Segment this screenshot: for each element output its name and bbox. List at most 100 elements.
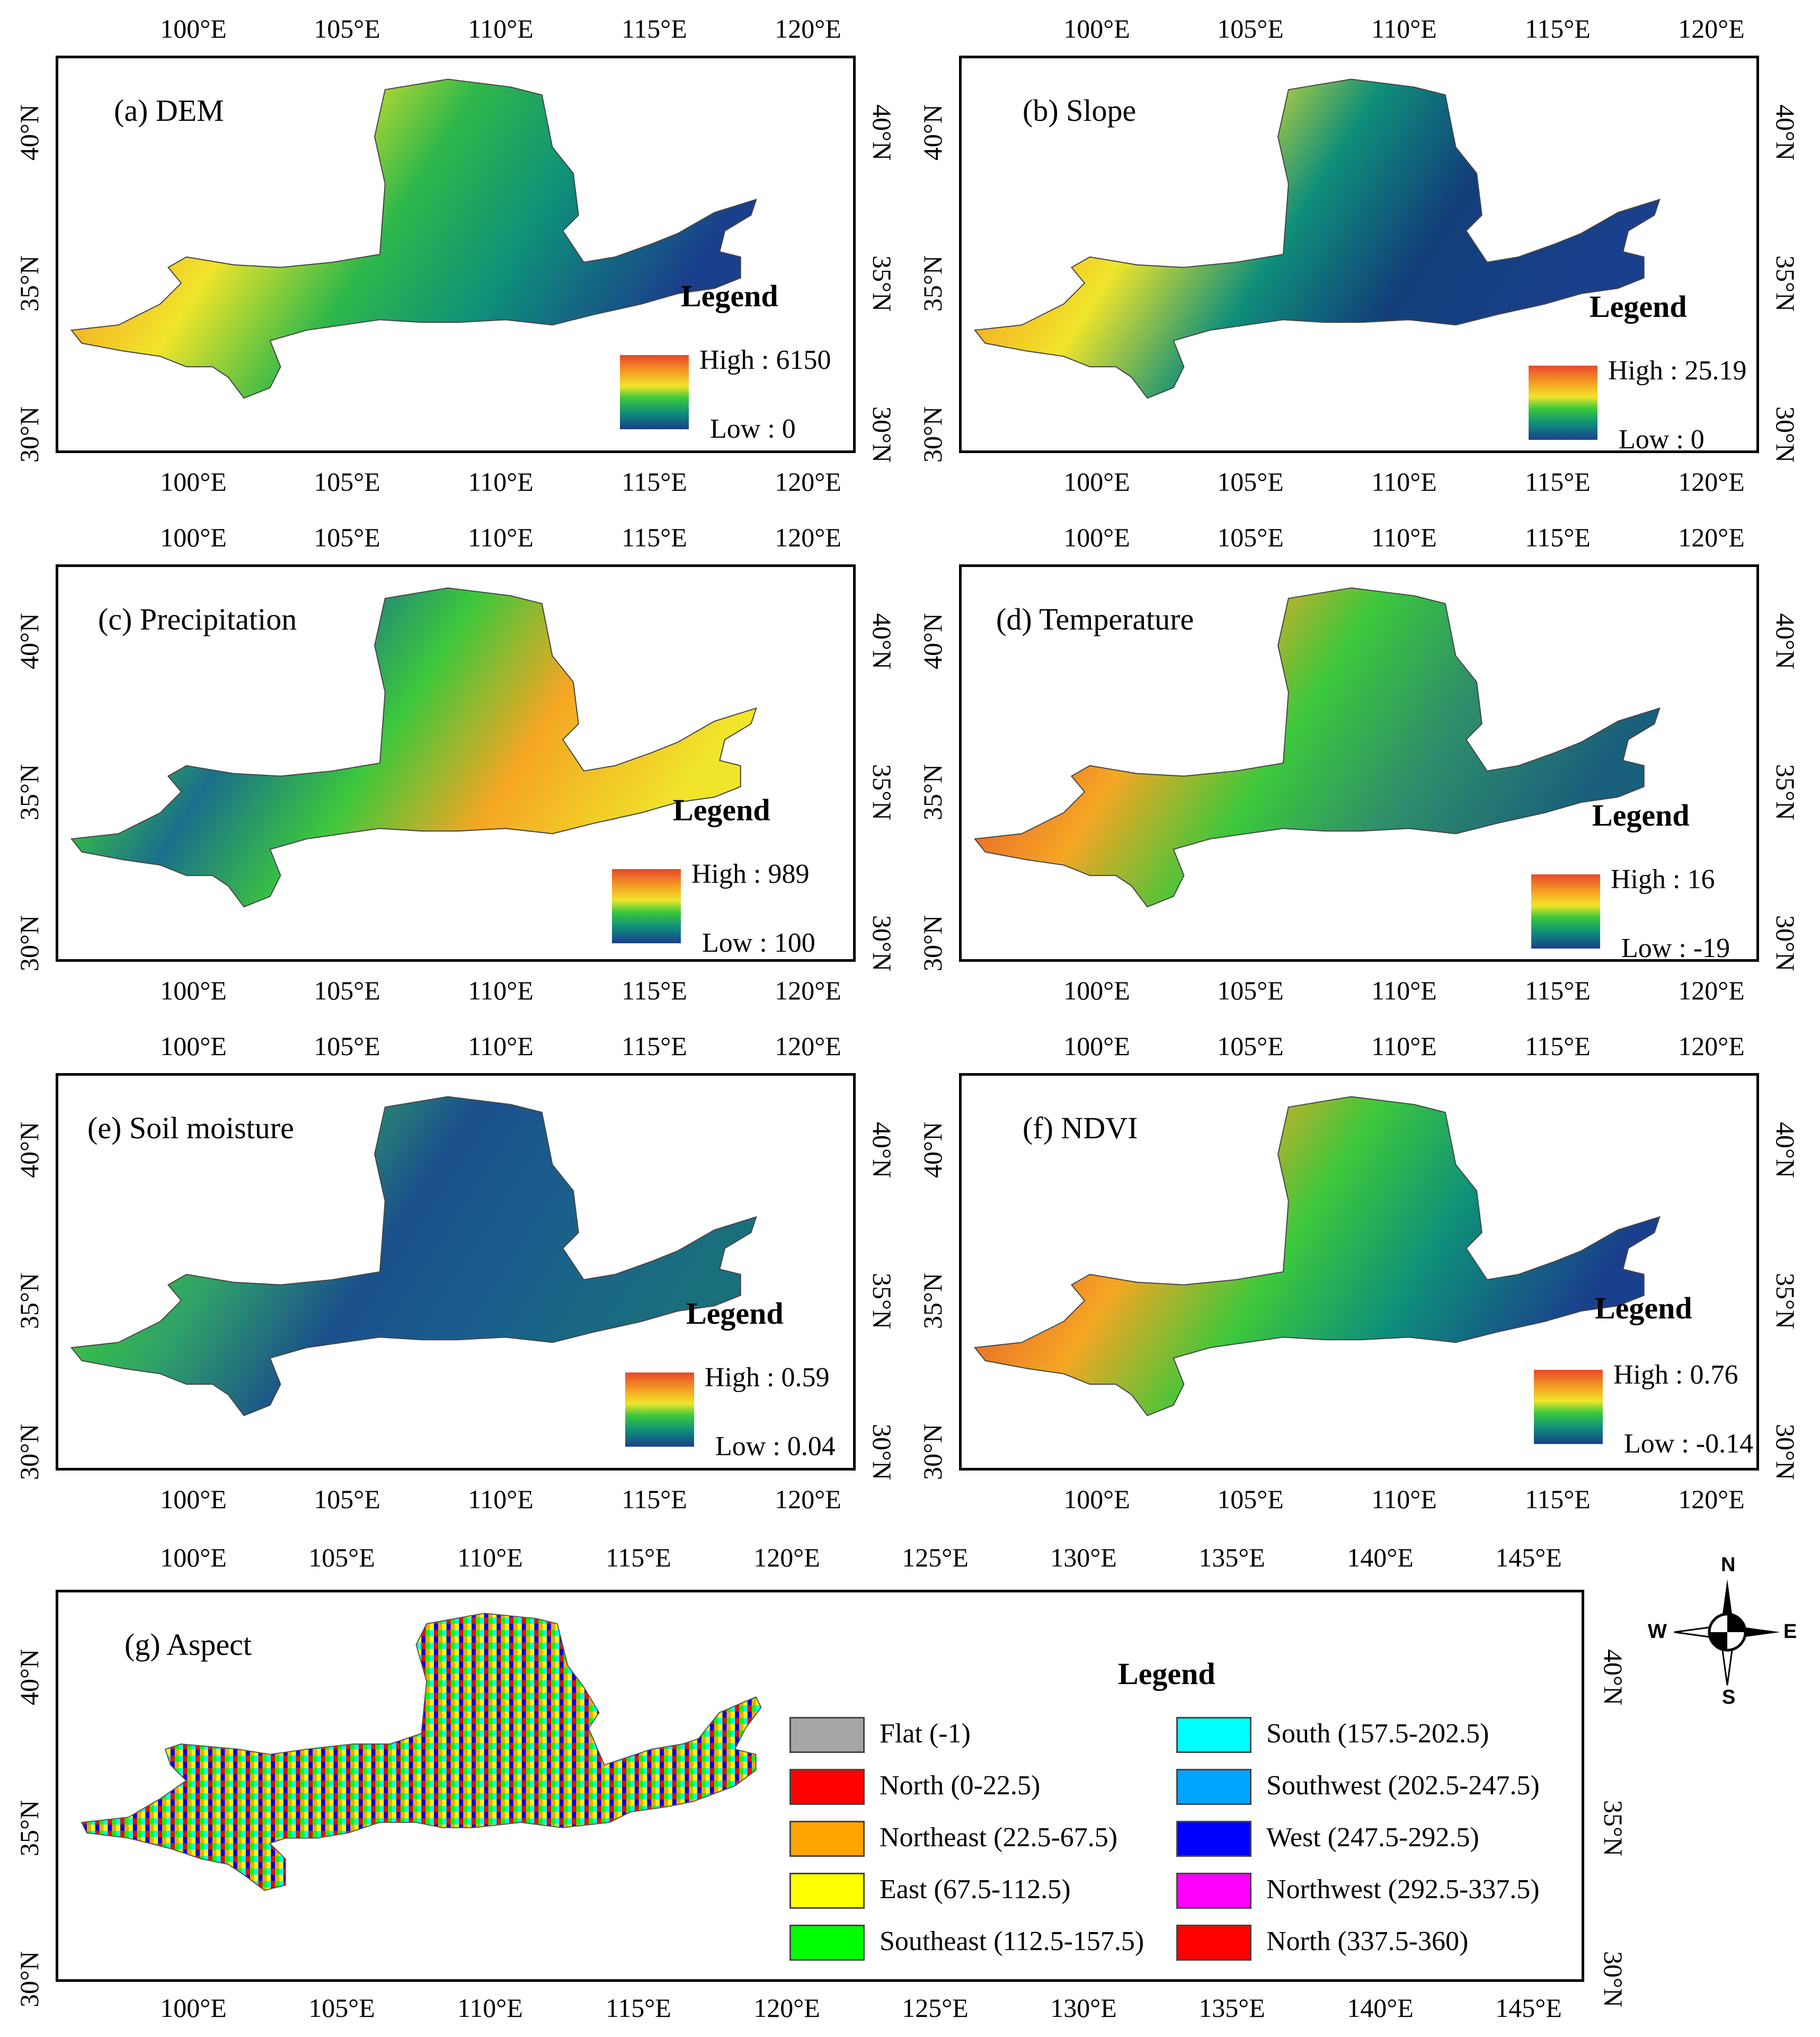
lat-tick-right: 30°N: [1771, 406, 1800, 463]
aspect-label: Northeast (22.5-67.5): [880, 1822, 1118, 1853]
slope-basin-shape: [973, 78, 1661, 399]
ndvi-basin-shape: [973, 1096, 1661, 1416]
lon-tick-top: 115°E: [622, 14, 687, 43]
aspect-swatch: [1176, 1717, 1251, 1753]
lon-tick-top: 105°E: [1217, 14, 1284, 43]
map-frame-soil-moisture: (e) Soil moisture Legend High : 0.59 Low : …: [56, 1073, 856, 1471]
lon-tick-bot: 100°E: [1063, 976, 1130, 1005]
aspect-map: [81, 1613, 762, 1891]
aspect-basin-shape: [81, 1613, 762, 1891]
legend-low-precipitation: Low : 100: [702, 928, 815, 958]
panel-precipitation: 100°E 100°E 105°E 105°E 110°E 110°E 115°E 115°E…: [0, 509, 903, 1017]
lon-tick-bot: 115°E: [622, 976, 687, 1005]
legend-low-ndvi: Low : -0.14: [1624, 1429, 1754, 1459]
aspect-lon-tick-bot: 110°E: [457, 1993, 523, 2023]
lat-tick-left: 30°N: [918, 915, 947, 972]
legend-title-precipitation: Legend: [673, 793, 770, 827]
aspect-lat-tick-right: 35°N: [1599, 1800, 1628, 1857]
panel-title-aspect: (g) Aspect: [125, 1627, 252, 1662]
aspect-lat-tick-left: 30°N: [14, 1951, 44, 2008]
aspect-swatch: [789, 1769, 865, 1805]
legend-title-ndvi: Legend: [1595, 1291, 1692, 1325]
lon-tick-bot: 110°E: [1371, 976, 1437, 1005]
panel-title-slope: (b) Slope: [1023, 93, 1137, 128]
aspect-label: West (247.5-292.5): [1266, 1822, 1479, 1853]
map-frame-ndvi: (f) NDVI Legend High : 0.76 Low : -0.14: [959, 1073, 1759, 1471]
aspect-lon-tick-bot: 105°E: [308, 1993, 375, 2023]
lat-tick-right: 40°N: [867, 613, 897, 670]
lon-tick-bot: 105°E: [314, 467, 380, 497]
lon-tick-top: 100°E: [1063, 522, 1130, 552]
lon-tick-bot: 110°E: [468, 467, 534, 497]
precipitation-map: [70, 587, 757, 908]
legend-high-temperature: High : 16: [1611, 864, 1715, 894]
compass-e: E: [1783, 1620, 1797, 1643]
lat-tick-right: 40°N: [1771, 1121, 1800, 1179]
lat-tick-left: 40°N: [918, 104, 947, 161]
lat-tick-right: 30°N: [1771, 915, 1800, 972]
soil-moisture-basin-shape: [70, 1096, 757, 1416]
legend-high-ndvi: High : 0.76: [1613, 1360, 1738, 1390]
aspect-swatch: [1176, 1769, 1251, 1805]
lon-tick-top: 105°E: [1217, 1031, 1284, 1061]
lat-tick-left: 40°N: [14, 104, 44, 161]
lat-tick-right: 30°N: [867, 406, 897, 463]
temperature-basin-shape: [973, 587, 1661, 908]
lon-tick-bot: 100°E: [160, 467, 227, 497]
map-frame-aspect: (g) Aspect Legend Flat (-1) North (0-22.5…: [56, 1590, 1584, 1982]
panel-temperature: 100°E 100°E 105°E 105°E 110°E 110°E 115°E 115°E…: [903, 509, 1807, 1017]
lat-tick-left: 30°N: [14, 915, 44, 972]
north-arrow-compass: N S E W: [1648, 1554, 1797, 1708]
lat-tick-left: 35°N: [918, 255, 947, 312]
aspect-lon-tick-bot: 100°E: [160, 1993, 227, 2023]
lon-tick-top: 100°E: [160, 522, 227, 552]
aspect-lon-tick-top: 110°E: [457, 1543, 523, 1572]
lat-tick-right: 30°N: [867, 1423, 897, 1481]
lon-tick-bot: 110°E: [468, 976, 534, 1005]
lon-tick-top: 105°E: [1217, 522, 1284, 552]
lon-tick-top: 100°E: [1063, 14, 1130, 43]
aspect-label: East (67.5-112.5): [880, 1874, 1071, 1905]
lat-tick-left: 35°N: [918, 764, 947, 821]
map-frame-precipitation: (c) Precipitation Legend High : 989 Low : 1…: [56, 564, 856, 962]
lon-tick-bot: 120°E: [775, 976, 841, 1005]
legend-high-precipitation: High : 989: [691, 859, 810, 889]
panel-ndvi: 100°E 100°E 105°E 105°E 110°E 110°E 115°E 115°E…: [903, 1017, 1807, 1526]
aspect-swatch: [789, 1821, 865, 1857]
aspect-legend-title: Legend: [1118, 1657, 1215, 1691]
aspect-lon-tick-top: 100°E: [160, 1543, 227, 1572]
lon-tick-bot: 110°E: [1371, 1484, 1437, 1514]
lat-tick-right: 35°N: [1771, 255, 1800, 312]
lon-tick-bot: 105°E: [1217, 1484, 1284, 1514]
color-ramp-dem: [620, 355, 689, 429]
lon-tick-top: 100°E: [160, 1031, 227, 1061]
aspect-lon-tick-top: 140°E: [1347, 1543, 1414, 1572]
aspect-lat-tick-right: 30°N: [1599, 1951, 1628, 2008]
lat-tick-right: 30°N: [1771, 1423, 1800, 1481]
compass-s: S: [1722, 1686, 1736, 1708]
lat-tick-right: 40°N: [867, 1121, 897, 1179]
lat-tick-right: 35°N: [867, 1272, 897, 1330]
aspect-lon-tick-bot: 140°E: [1347, 1993, 1414, 2023]
ndvi-map: [973, 1096, 1661, 1416]
map-frame-temperature: (d) Temperature Legend High : 16 Low : -19: [959, 564, 1759, 962]
aspect-lon-tick-bot: 130°E: [1050, 1993, 1117, 2023]
compass-n: N: [1721, 1554, 1736, 1576]
lon-tick-top: 100°E: [160, 14, 227, 43]
lat-tick-left: 35°N: [14, 764, 44, 821]
legend-low-temperature: Low : -19: [1621, 933, 1730, 962]
aspect-lat-tick-right: 40°N: [1599, 1649, 1628, 1706]
compass-w: W: [1648, 1620, 1667, 1643]
lat-tick-left: 40°N: [14, 1121, 44, 1179]
aspect-lat-tick-left: 40°N: [14, 1649, 44, 1706]
panel-slope: 100°E 100°E 105°E 105°E 110°E 110°E 115°E 115°E…: [903, 0, 1807, 509]
lat-tick-right: 30°N: [867, 915, 897, 972]
color-ramp-ndvi: [1534, 1370, 1603, 1444]
legend-low-slope: Low : 0: [1619, 424, 1704, 453]
aspect-lon-tick-top: 115°E: [606, 1543, 671, 1572]
panel-aspect: (g) Aspect Legend Flat (-1) North (0-22.5…: [0, 1526, 1820, 2037]
panel-title-ndvi: (f) NDVI: [1023, 1111, 1138, 1145]
aspect-lon-tick-bot: 120°E: [753, 1993, 820, 2023]
lon-tick-bot: 120°E: [1678, 467, 1745, 497]
aspect-label: Northwest (292.5-337.5): [1266, 1874, 1540, 1905]
